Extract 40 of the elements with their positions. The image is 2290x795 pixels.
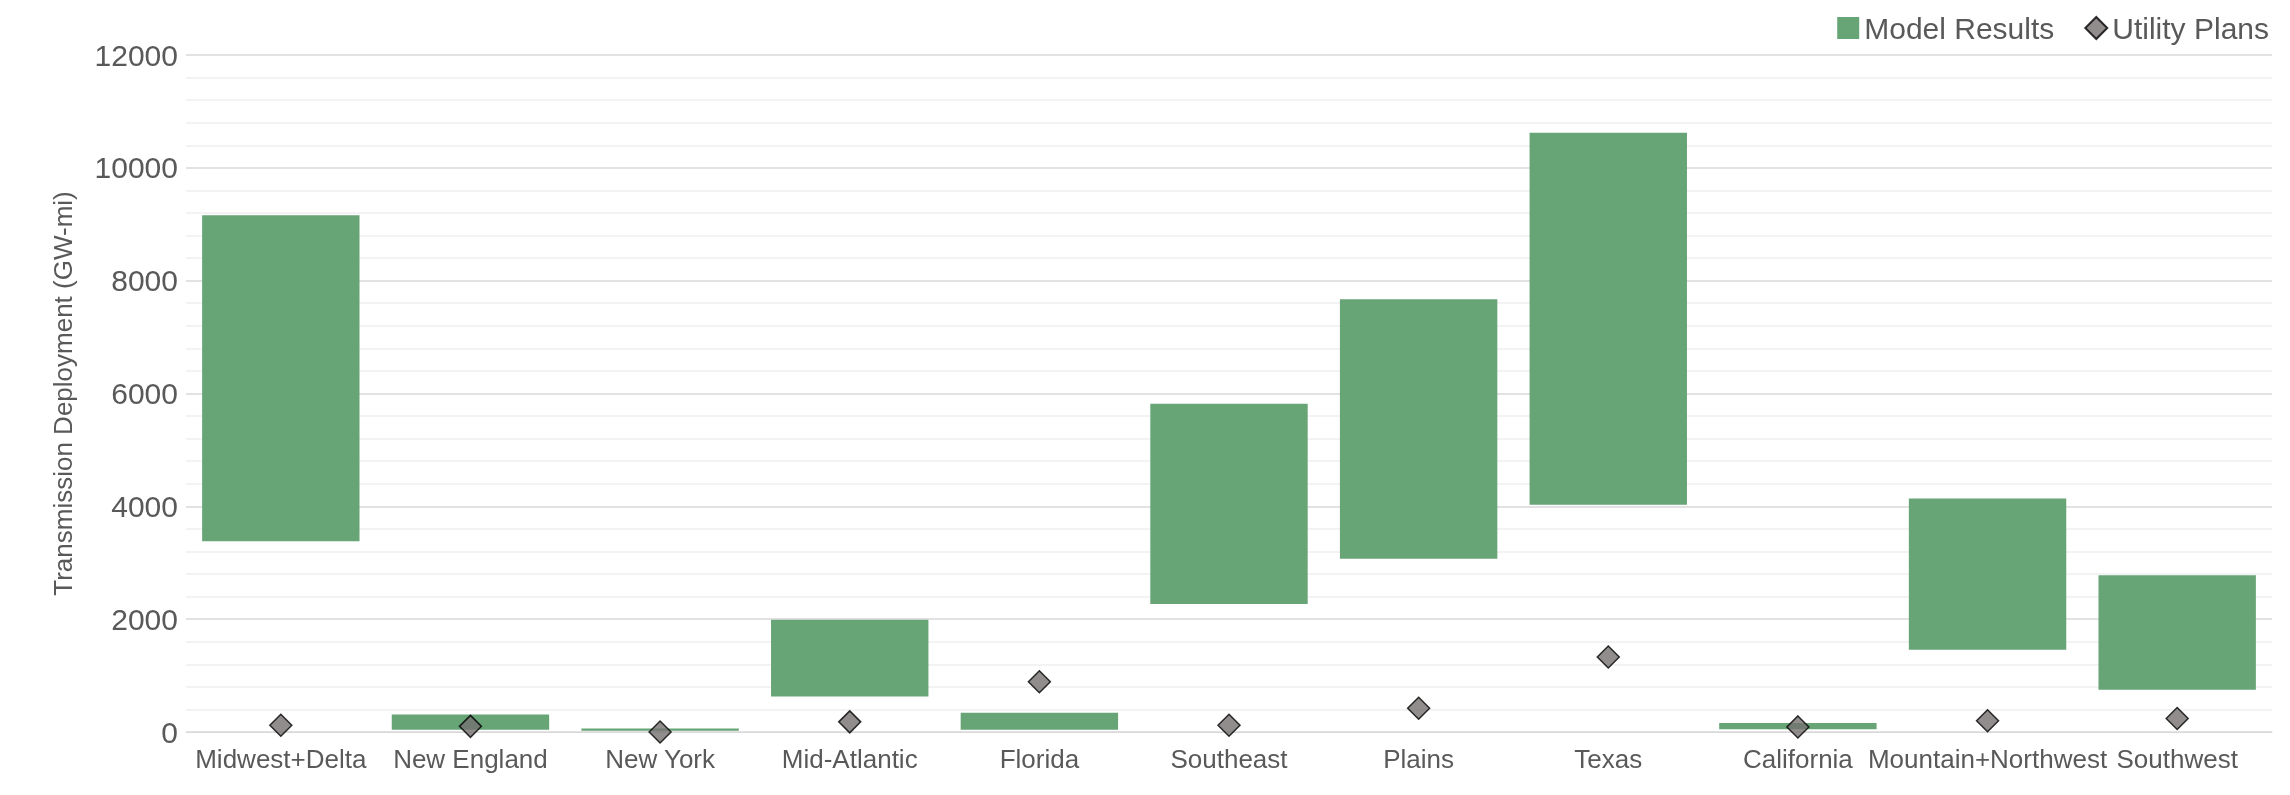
point: [458, 714, 483, 739]
legend-label: Utility Plans: [2112, 11, 2270, 45]
point: [648, 720, 672, 744]
point: [269, 713, 293, 737]
legend-label: Model Results: [1864, 11, 2055, 45]
point: [1596, 645, 1621, 669]
x-tick-label: California: [1742, 744, 1854, 774]
y-tick-label: 8000: [111, 264, 178, 298]
x-tick-label: Midwest+Delta: [195, 744, 367, 774]
y-tick-label: 12000: [94, 38, 178, 72]
x-tick-label: Florida: [999, 744, 1080, 774]
point: [837, 710, 862, 734]
x-tick-label: New York: [605, 744, 717, 774]
bar: [202, 215, 360, 542]
x-tick-label: Southwest: [2116, 744, 2239, 774]
y-axis-title: Transmission Deployment (GW-mi): [48, 191, 78, 596]
bar: [1529, 132, 1687, 505]
y-tick-label: 10000: [94, 151, 178, 185]
y-tick-label: 0: [161, 715, 178, 749]
x-tick-label: Mid-Atlantic: [781, 744, 918, 774]
bar: [1339, 299, 1498, 559]
x-tick-label: Southeast: [1170, 744, 1289, 774]
x-tick-label: Plains: [1383, 744, 1455, 774]
bar: [2098, 575, 2256, 690]
point: [1786, 715, 1810, 739]
point: [2165, 706, 2189, 731]
bar: [771, 619, 929, 697]
point: [1217, 713, 1241, 737]
bar: [1908, 498, 2067, 650]
bar: [960, 712, 1119, 730]
bar: [1150, 403, 1308, 604]
y-tick-label: 4000: [111, 489, 178, 523]
point: [1027, 670, 1052, 694]
x-tick-label: Mountain+Northwest: [1867, 744, 2108, 774]
x-tick-label: New England: [393, 744, 548, 774]
y-tick-label: 2000: [111, 602, 178, 636]
y-tick-label: 6000: [111, 377, 178, 410]
point: [1406, 696, 1431, 721]
x-tick-label: Texas: [1574, 744, 1643, 774]
point: [1975, 708, 2000, 733]
